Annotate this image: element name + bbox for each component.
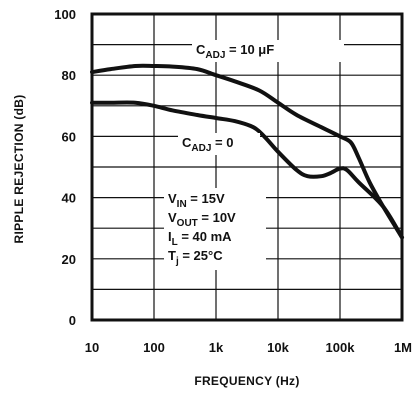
- x-tick-label: 100: [143, 340, 165, 355]
- series-label-cadj-0: CADJ = 0: [182, 135, 233, 154]
- conditions-background: [164, 188, 266, 270]
- series-label-background: [192, 40, 344, 62]
- x-tick-label: 100k: [326, 340, 356, 355]
- y-tick-label: 100: [54, 7, 76, 22]
- y-tick-label: 80: [62, 68, 76, 83]
- series-label-background: [178, 133, 260, 155]
- test-condition-line: VIN = 15V: [168, 191, 225, 210]
- series-line-cadj-0: [90, 100, 404, 240]
- test-condition-line: IL = 40 mA: [168, 229, 232, 248]
- curves: [90, 63, 404, 240]
- series-label-cadj-10uf: CADJ = 10 μF: [196, 42, 274, 61]
- test-condition-line: Tj = 25°C: [168, 248, 223, 267]
- x-axis-title: FREQUENCY (Hz): [194, 374, 299, 388]
- y-axis-title: RIPPLE REJECTION (dB): [12, 95, 26, 244]
- y-tick-label: 0: [69, 313, 76, 328]
- series-line-cadj-10uf: [90, 63, 404, 240]
- y-tick-label: 60: [62, 129, 76, 144]
- x-tick-label: 10k: [267, 340, 289, 355]
- x-tick-label: 10: [85, 340, 99, 355]
- x-tick-label: 1M: [394, 340, 412, 355]
- x-tick-labels: 10 100 1k 10k 100k 1M: [85, 340, 412, 355]
- y-tick-label: 20: [62, 252, 76, 267]
- x-tick-label: 1k: [209, 340, 224, 355]
- series-labels: CADJ = 10 μF CADJ = 0: [178, 40, 344, 155]
- y-tick-label: 40: [62, 191, 76, 206]
- test-condition-line: VOUT = 10V: [168, 210, 236, 229]
- y-tick-labels: 0 20 40 60 80 100: [54, 7, 76, 328]
- plot-frame: [90, 12, 404, 322]
